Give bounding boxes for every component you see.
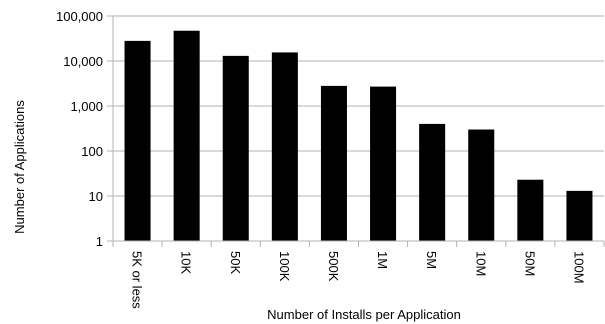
y-tick-label: 1,000 — [70, 99, 103, 114]
axes — [107, 15, 605, 247]
bar — [173, 30, 200, 241]
y-axis-title: Number of Applications — [12, 100, 27, 234]
x-tick-label: 100K — [277, 251, 292, 282]
y-tick-label: 1 — [96, 234, 103, 249]
bar — [271, 52, 298, 241]
y-tick-labels: 1 10 100 1,000 10,000 100,000 — [56, 9, 103, 249]
bar — [468, 129, 495, 241]
x-axis-title: Number of Installs per Application — [267, 307, 461, 322]
x-tick-label: 500K — [326, 251, 341, 282]
x-tick-label: 50K — [228, 251, 243, 274]
bar — [222, 55, 249, 241]
x-tick-label: 100M — [571, 251, 586, 284]
bars — [124, 30, 593, 242]
x-tick-label: 5K or less — [130, 251, 145, 309]
y-tick-label: 100 — [81, 144, 103, 159]
x-tick-label: 10M — [473, 251, 488, 276]
bar — [517, 179, 544, 241]
y-tick-label: 100,000 — [56, 9, 103, 24]
x-tick-labels: 5K or less 10K 50K 100K 500K 1M 5M 10M 50M 100M — [130, 251, 587, 309]
bar — [370, 86, 397, 242]
bar — [320, 85, 347, 241]
x-tick-label: 1M — [375, 251, 390, 269]
x-tick-label: 10K — [179, 251, 194, 274]
x-tick-label: 50M — [522, 251, 537, 276]
x-tick-label: 5M — [424, 251, 439, 269]
bar — [124, 40, 151, 242]
bar — [419, 123, 446, 241]
y-tick-label: 10,000 — [63, 54, 103, 69]
y-tick-label: 10 — [89, 189, 103, 204]
bar — [566, 190, 593, 241]
